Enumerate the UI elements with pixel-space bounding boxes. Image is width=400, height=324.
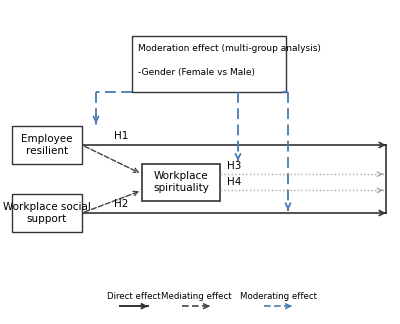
Text: H2: H2 <box>114 199 128 209</box>
Text: Direct effect: Direct effect <box>107 292 161 301</box>
Text: Mediating effect: Mediating effect <box>161 292 231 301</box>
FancyBboxPatch shape <box>12 194 82 232</box>
Text: H4: H4 <box>227 178 242 188</box>
Text: Employee
resilient: Employee resilient <box>21 134 73 156</box>
Text: H1: H1 <box>114 131 128 141</box>
Text: Workplace
spirituality: Workplace spirituality <box>153 171 209 193</box>
FancyBboxPatch shape <box>12 126 82 164</box>
Text: -Gender (Female vs Male): -Gender (Female vs Male) <box>138 68 255 77</box>
Text: H3: H3 <box>227 161 242 171</box>
Text: Moderation effect (multi-group analysis): Moderation effect (multi-group analysis) <box>138 44 321 53</box>
FancyBboxPatch shape <box>142 164 220 201</box>
FancyBboxPatch shape <box>132 36 286 92</box>
Text: Workplace social
support: Workplace social support <box>3 202 91 224</box>
Text: Moderating effect: Moderating effect <box>240 292 316 301</box>
